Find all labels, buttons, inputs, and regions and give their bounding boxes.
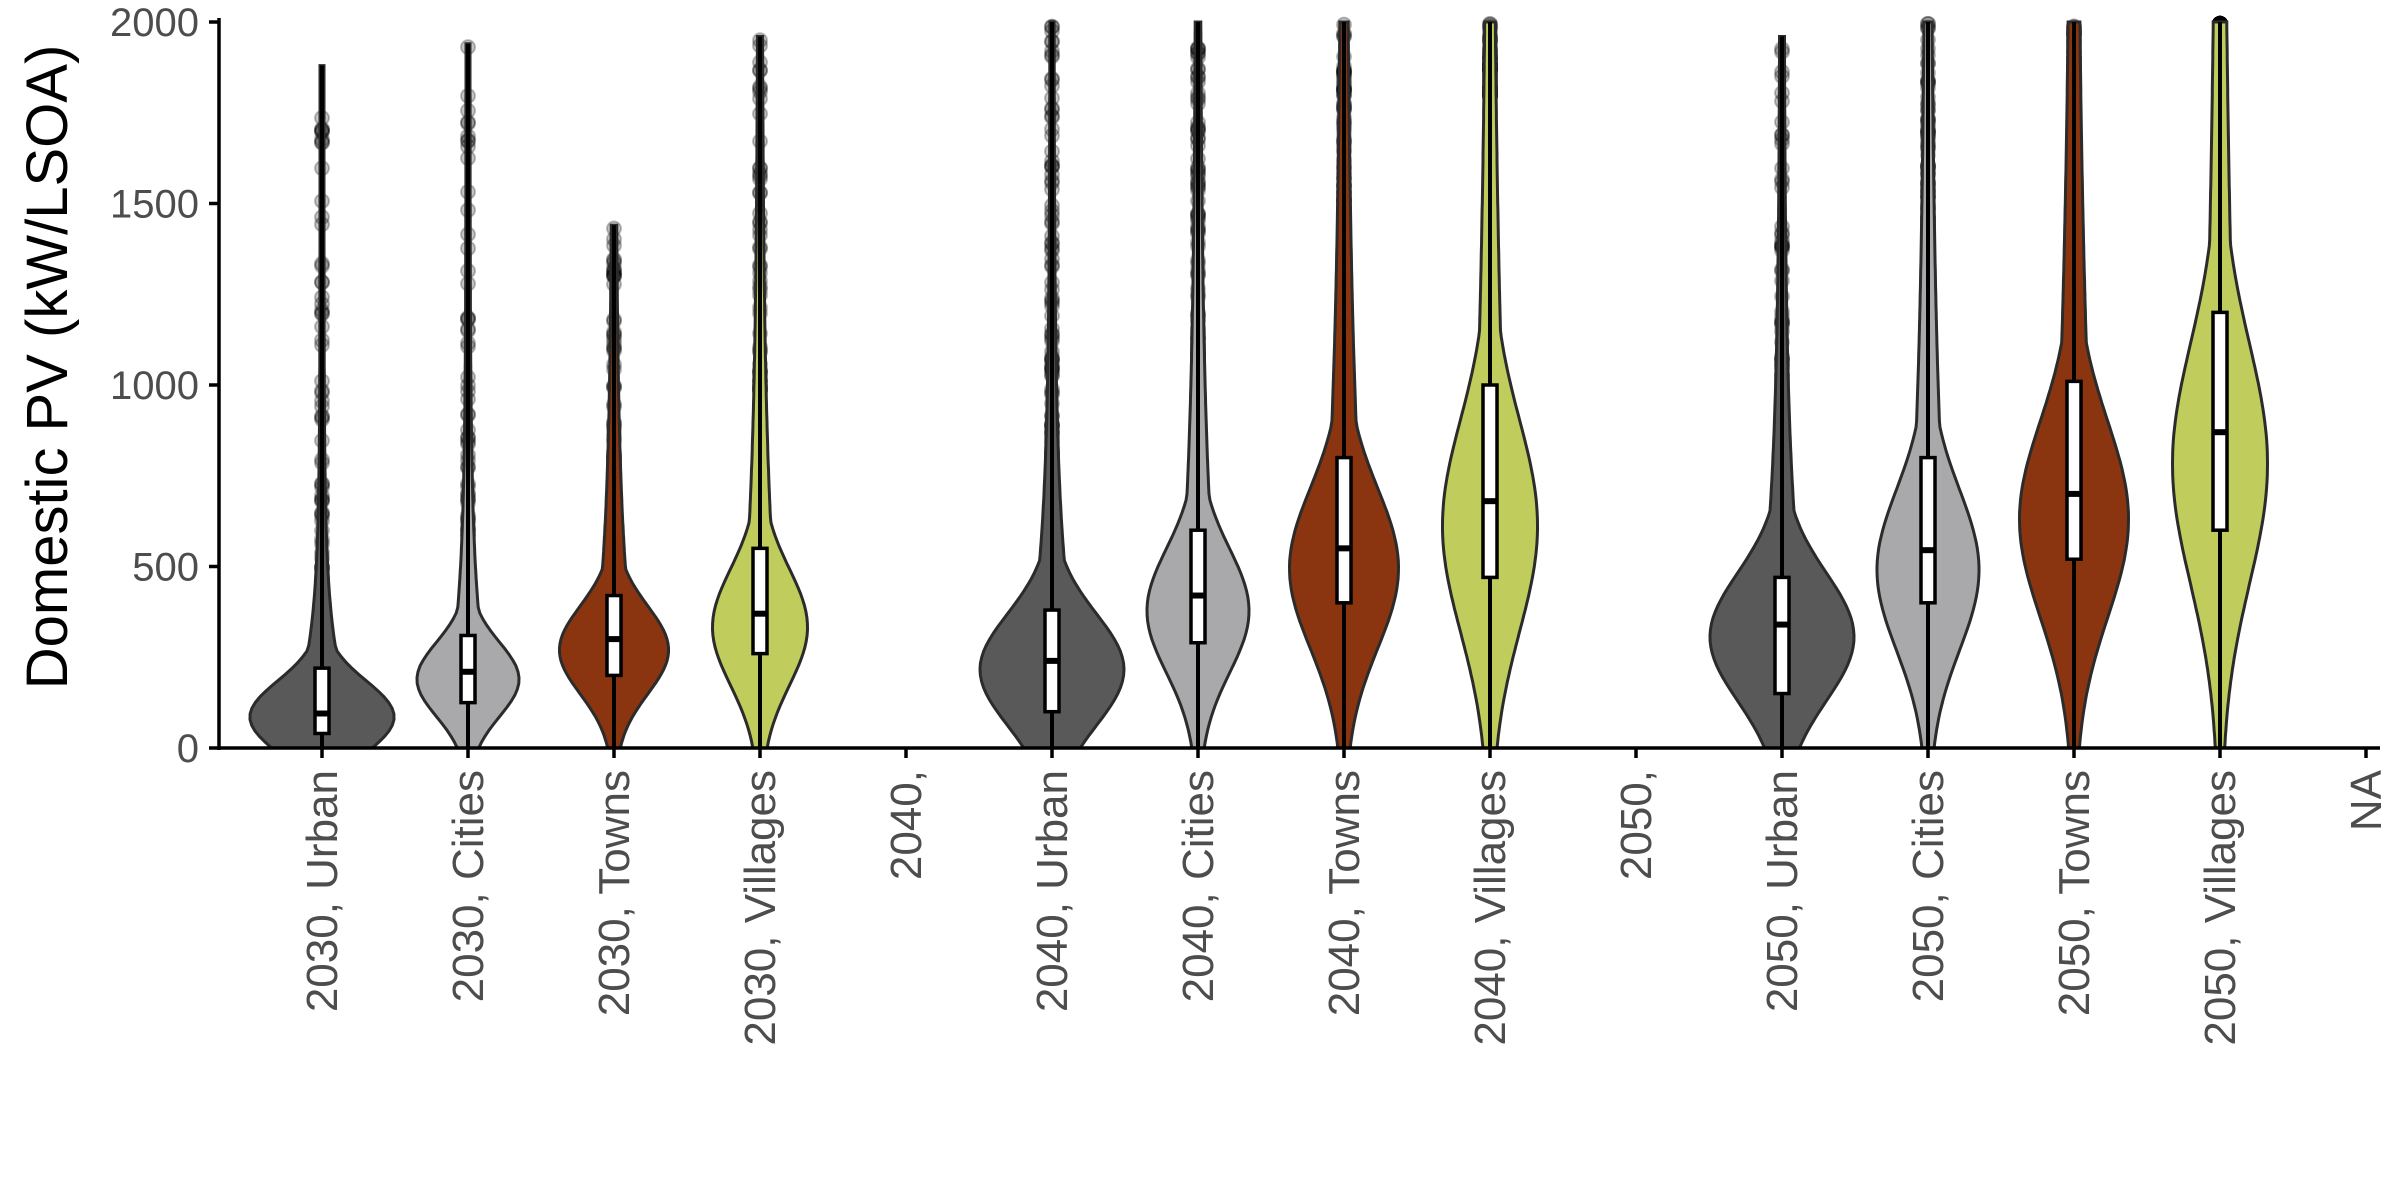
violin-urban-2040 bbox=[978, 18, 1126, 750]
violin-towns-2040 bbox=[1287, 16, 1401, 750]
x-tick-label: 2030, Cities bbox=[444, 770, 493, 1002]
x-tick-label: 2040, Urban bbox=[1028, 770, 1077, 1012]
box-iqr bbox=[1189, 528, 1207, 645]
violin-towns-2030 bbox=[558, 220, 670, 750]
box-iqr bbox=[313, 666, 331, 736]
x-tick-label: 2050, bbox=[1612, 770, 1661, 880]
x-tick-label: 2040, Cities bbox=[1174, 770, 1223, 1002]
y-tick-label: 1500 bbox=[110, 183, 199, 227]
y-tick-label: 2000 bbox=[110, 1, 199, 45]
plot-area bbox=[248, 15, 2270, 750]
violin-villages-2040 bbox=[1441, 15, 1539, 750]
y-axis: 0 500 1000 1500 2000 bbox=[110, 1, 221, 771]
y-tick-label: 500 bbox=[132, 546, 199, 590]
violin-cities-2030 bbox=[415, 39, 521, 750]
x-tick-label: 2030, Urban bbox=[298, 770, 347, 1012]
violin-villages-2050 bbox=[2170, 15, 2270, 750]
x-tick-label: 2050, Cities bbox=[1904, 770, 1953, 1002]
violin-urban-2030 bbox=[248, 64, 396, 750]
x-tick-label: 2040, bbox=[882, 770, 931, 880]
violin-urban-2050 bbox=[1708, 35, 1856, 750]
box-iqr bbox=[2211, 310, 2229, 532]
box-iqr bbox=[605, 593, 623, 678]
x-tick-label: 2030, Towns bbox=[590, 770, 639, 1016]
violin-towns-2050 bbox=[2017, 18, 2131, 750]
box-iqr bbox=[1919, 455, 1937, 605]
y-tick-label: 1000 bbox=[110, 364, 199, 408]
box-iqr bbox=[1481, 383, 1499, 580]
box-iqr bbox=[2065, 379, 2083, 561]
violin-cities-2050 bbox=[1875, 15, 1981, 750]
box-iqr bbox=[1335, 455, 1353, 605]
box-iqr bbox=[1773, 575, 1791, 696]
x-tick-label: 2050, Urban bbox=[1758, 770, 1807, 1012]
x-tick-label: 2050, Towns bbox=[2050, 770, 2099, 1016]
y-tick-label: 0 bbox=[177, 727, 199, 771]
violin-cities-2040 bbox=[1145, 20, 1251, 750]
violin-villages-2030 bbox=[710, 32, 810, 750]
y-axis-title: Domestic PV (kW/LSOA) bbox=[15, 45, 80, 690]
x-tick-label: NA bbox=[2342, 769, 2391, 831]
box-iqr bbox=[751, 546, 769, 656]
x-tick-label: 2050, Villages bbox=[2196, 770, 2245, 1046]
x-tick-label: 2030, Villages bbox=[736, 770, 785, 1046]
x-tick-label: 2040, Villages bbox=[1466, 770, 1515, 1046]
x-axis: 2030, Urban 2030, Cities 2030, Towns 2030, … bbox=[219, 746, 2391, 1046]
x-tick-label: 2040, Towns bbox=[1320, 770, 1369, 1016]
